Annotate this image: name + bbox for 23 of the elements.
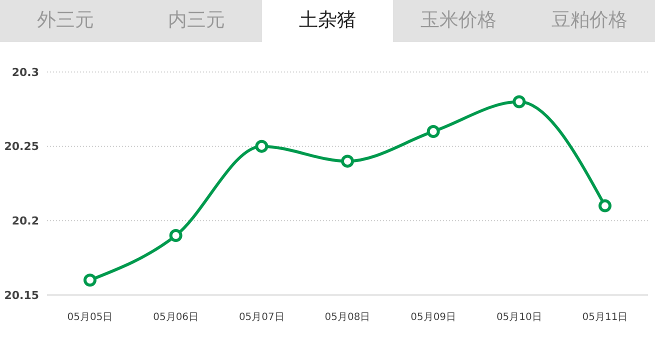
point: [169, 229, 182, 242]
point: [84, 274, 96, 287]
x-tick-label: 05月08日: [324, 312, 370, 324]
point: [512, 95, 526, 108]
x-tick-label: 05月05日: [67, 312, 113, 324]
x-tick-label: 05月07日: [238, 312, 284, 324]
y-tick-label: 20.2: [12, 214, 39, 228]
x-tick-label: 05月10日: [496, 312, 542, 324]
point: [341, 154, 354, 168]
y-tick-label: 20.3: [12, 66, 39, 79]
point: [598, 199, 612, 212]
chart-title: 土杂猪: [262, 0, 393, 42]
x-tick-label: 05月11日: [582, 312, 628, 324]
text: 玉米价格: [420, 8, 498, 33]
text: 豆粕价格: [550, 8, 628, 33]
x-tick-label: 05月06日: [153, 312, 199, 324]
point: [426, 124, 440, 138]
y-tick-label: 20.25: [4, 140, 39, 154]
text: 内三元: [167, 8, 226, 33]
x-tick-label: 05月09日: [410, 312, 456, 324]
point: [255, 140, 268, 153]
y-tick-label: 20.15: [4, 288, 39, 302]
text: 外三元: [36, 8, 95, 33]
